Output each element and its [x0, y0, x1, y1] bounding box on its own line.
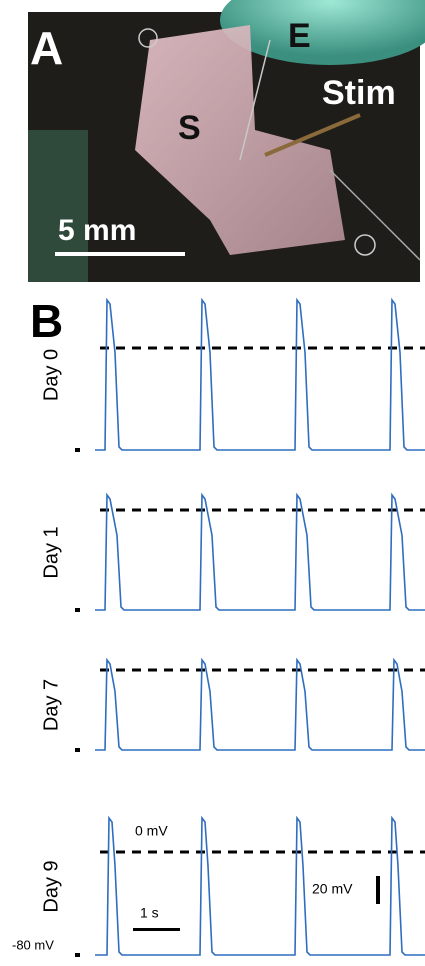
traces: Day 0 Day 1 Day 7 Day 9: [40, 300, 425, 957]
rest-tick: [75, 448, 80, 452]
figure: A E Stim S 5 mm B Day 0 Day 1 Day 7 Day 9 0…: [0, 0, 425, 961]
rest-tick: [75, 608, 80, 612]
panel-label: A: [30, 22, 63, 74]
scale-bar: [55, 252, 185, 256]
amplitude-scale-label: 20 mV: [312, 881, 353, 897]
time-scale-label: 1 s: [140, 905, 159, 921]
row-label: Day 9: [40, 860, 62, 912]
rest-label: -80 mV: [12, 937, 54, 952]
row-label: Day 0: [40, 349, 62, 401]
electrode-label: E: [288, 17, 311, 55]
panel-label: B: [30, 295, 63, 347]
rest-tick: [75, 953, 80, 957]
row-label: Day 7: [40, 679, 62, 731]
trace: [95, 495, 425, 610]
trace: [95, 300, 425, 450]
scale-label: 5 mm: [58, 214, 136, 247]
sample-label: S: [178, 109, 201, 147]
stim-label: Stim: [322, 74, 396, 112]
row-label: Day 1: [40, 526, 62, 578]
photo: A E Stim S 5 mm: [28, 0, 425, 282]
time-scale-bar: [133, 928, 180, 931]
zero-label: 0 mV: [135, 823, 168, 839]
rest-tick: [75, 748, 80, 752]
trace: [95, 660, 425, 750]
amplitude-scale-bar: [376, 876, 380, 904]
